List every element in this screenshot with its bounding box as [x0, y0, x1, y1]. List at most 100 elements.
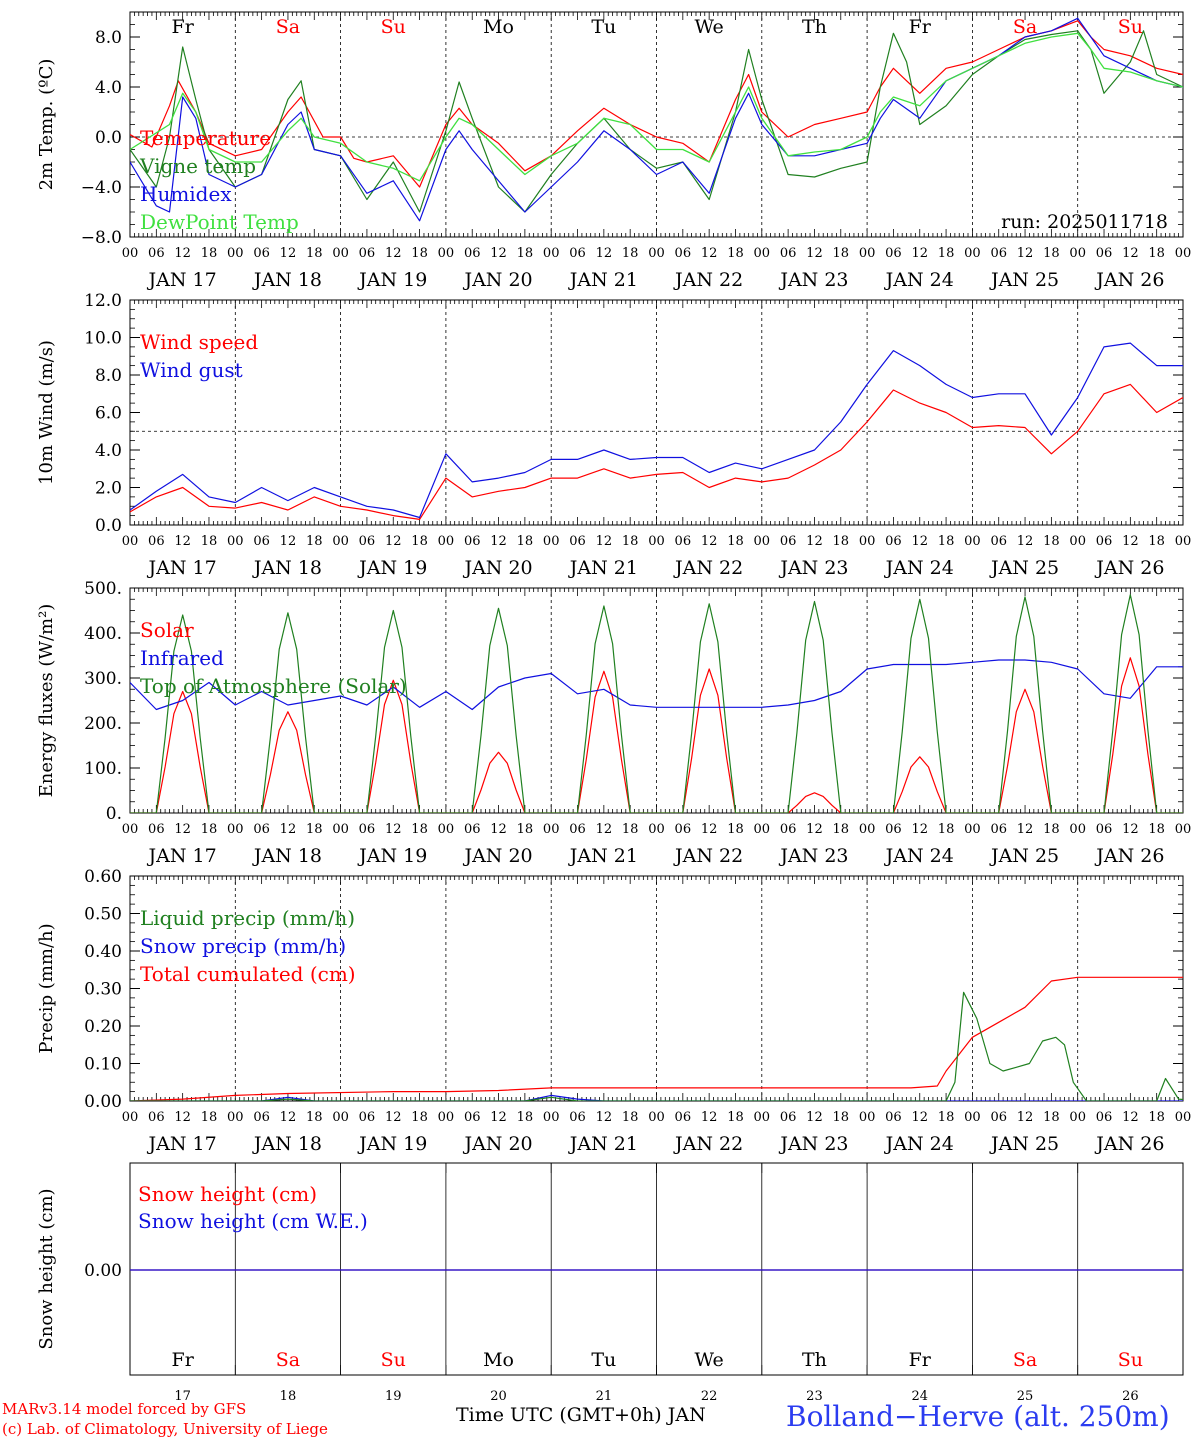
hour-tick-label: 00 [754, 1110, 771, 1125]
hour-tick-label: 06 [1096, 246, 1113, 261]
series-line-2 [130, 30, 1183, 213]
day-label: JAN 18 [252, 1133, 322, 1155]
weekday-label: We [695, 1349, 724, 1371]
legend-entry: Solar [140, 618, 194, 642]
legend-entry: Temperature [140, 126, 271, 150]
day-label: JAN 17 [147, 557, 217, 579]
hour-tick-label: 06 [253, 534, 270, 549]
weekday-label: Fr [909, 1349, 932, 1371]
y-tick-label: 0.30 [84, 980, 122, 1000]
weekday-label: Su [381, 1349, 406, 1371]
hour-tick-label: 06 [885, 246, 902, 261]
series-line-3 [130, 594, 1183, 813]
hour-tick-label: 00 [122, 246, 139, 261]
day-number-label: 24 [911, 1389, 928, 1404]
y-axis-label: 10m Wind (m/s) [36, 340, 57, 485]
day-label: JAN 25 [989, 1133, 1059, 1155]
hour-tick-label: 00 [859, 1110, 876, 1125]
day-label: JAN 24 [884, 269, 954, 291]
hour-tick-label: 12 [1017, 1110, 1034, 1125]
series-line-3 [130, 976, 1183, 1101]
hour-tick-label: 12 [385, 246, 402, 261]
hour-tick-label: 12 [911, 1110, 928, 1125]
hour-tick-label: 18 [201, 246, 218, 261]
hour-tick-label: 12 [701, 246, 718, 261]
y-axis-label: 2m Temp. (ºC) [36, 59, 57, 191]
day-label: JAN 26 [1094, 1133, 1164, 1155]
y-tick-label: 12.0 [84, 291, 122, 311]
hour-tick-label: 18 [727, 1110, 744, 1125]
hour-tick-label: 12 [596, 822, 613, 837]
day-label: JAN 20 [462, 845, 532, 867]
day-label: JAN 26 [1094, 269, 1164, 291]
series-line-2 [130, 1094, 1183, 1101]
hour-tick-label: 00 [648, 822, 665, 837]
hour-tick-label: 18 [938, 534, 955, 549]
hour-tick-label: 18 [411, 1110, 428, 1125]
copyright-notice: (c) Lab. of Climatology, University of L… [2, 1420, 328, 1438]
weekday-label: Th [802, 16, 827, 38]
day-label: JAN 21 [568, 1133, 638, 1155]
day-number-label: 19 [385, 1389, 402, 1404]
hour-tick-label: 12 [280, 822, 297, 837]
hour-tick-label: 18 [411, 246, 428, 261]
hour-tick-label: 12 [1017, 534, 1034, 549]
hour-tick-label: 00 [332, 1110, 349, 1125]
model-credit: MARv3.14 model forced by GFS [2, 1400, 247, 1418]
hour-tick-label: 06 [675, 822, 692, 837]
hour-tick-label: 12 [385, 534, 402, 549]
hour-tick-label: 00 [648, 246, 665, 261]
hour-tick-label: 18 [622, 246, 639, 261]
legend-entry: Wind gust [140, 358, 243, 382]
hour-tick-label: 18 [833, 534, 850, 549]
hour-tick-label: 18 [938, 246, 955, 261]
hour-tick-label: 06 [148, 822, 165, 837]
series-line-4 [130, 32, 1183, 182]
hour-tick-label: 18 [622, 1110, 639, 1125]
day-number-label: 17 [174, 1389, 191, 1404]
hour-tick-label: 00 [648, 1110, 665, 1125]
hour-tick-label: 00 [543, 246, 560, 261]
series-line-3 [130, 17, 1183, 222]
hour-tick-label: 00 [1175, 1110, 1192, 1125]
hour-tick-label: 12 [1122, 822, 1139, 837]
hour-tick-label: 12 [806, 1110, 823, 1125]
hour-tick-label: 18 [833, 1110, 850, 1125]
series-line-1 [130, 991, 1183, 1101]
hour-tick-label: 18 [517, 822, 534, 837]
hour-tick-label: 12 [280, 1110, 297, 1125]
hour-tick-label: 00 [227, 534, 244, 549]
weekday-label: Sa [1013, 1349, 1037, 1371]
hour-tick-label: 06 [990, 534, 1007, 549]
y-tick-label: 500. [84, 579, 122, 599]
hour-tick-label: 18 [306, 1110, 323, 1125]
hour-tick-label: 00 [754, 246, 771, 261]
hour-tick-label: 18 [1043, 246, 1060, 261]
weekday-label: Th [802, 1349, 827, 1371]
y-tick-label: −8.0 [81, 228, 122, 248]
hour-tick-label: 18 [622, 534, 639, 549]
hour-tick-label: 06 [1096, 1110, 1113, 1125]
hour-tick-label: 00 [438, 822, 455, 837]
weekday-label: Tu [591, 1349, 616, 1371]
weekday-label: Sa [1013, 16, 1037, 38]
hour-tick-label: 18 [727, 822, 744, 837]
day-label: JAN 25 [989, 557, 1059, 579]
legend-entry: DewPoint Temp [140, 210, 299, 234]
y-tick-label: 0.40 [84, 942, 122, 962]
hour-tick-label: 00 [122, 534, 139, 549]
hour-tick-label: 06 [885, 534, 902, 549]
y-tick-label: 200. [84, 714, 122, 734]
day-label: JAN 23 [778, 557, 848, 579]
hour-tick-label: 06 [780, 822, 797, 837]
weekday-label: We [695, 16, 724, 38]
day-label: JAN 19 [357, 557, 427, 579]
hour-tick-label: 12 [174, 1110, 191, 1125]
day-label: JAN 18 [252, 269, 322, 291]
hour-tick-label: 00 [754, 822, 771, 837]
hour-tick-label: 18 [306, 534, 323, 549]
hour-tick-label: 00 [859, 822, 876, 837]
weekday-label: Su [381, 16, 406, 38]
chart-panel-1: −8.0 −4.0 0.0 4.0 8.0 2m Temp. (ºC) 00 06 12 18 JA… [36, 11, 1191, 291]
